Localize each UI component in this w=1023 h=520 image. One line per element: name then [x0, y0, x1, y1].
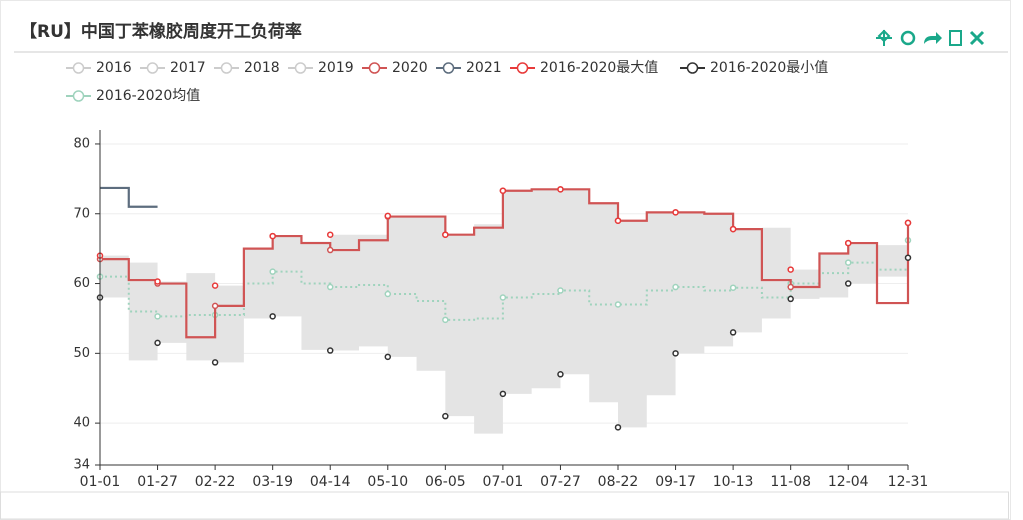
point-marker [557, 186, 564, 193]
x-tick-label: 07-01 [483, 474, 524, 490]
point-marker [384, 212, 392, 220]
chart-title: 【RU】中国丁苯橡胶周度开工负荷率 [20, 21, 302, 42]
legend-item[interactable]: 2020 [362, 60, 428, 76]
legend-item[interactable]: 2016-2020最大值 [510, 60, 658, 76]
point-marker [269, 232, 276, 240]
point-marker [614, 301, 622, 308]
legend-swatch-dot [442, 62, 455, 74]
legend-item[interactable]: 2016-2020最小值 [680, 60, 828, 76]
legend-item[interactable]: 2019 [288, 60, 354, 76]
point-marker [557, 287, 564, 294]
x-tick-label: 08-22 [598, 474, 639, 490]
x-tick-label: 09-17 [655, 474, 696, 490]
x-tick-label: 04-14 [310, 474, 351, 490]
point-marker [729, 284, 737, 291]
legend-swatch-dot [146, 62, 159, 74]
x-tick-label: 01-01 [80, 474, 121, 490]
point-marker [269, 268, 276, 275]
point-marker [326, 283, 334, 291]
point-marker [154, 278, 161, 285]
point-marker [442, 316, 449, 324]
point-marker [154, 339, 161, 347]
x-tick-label: 01-27 [137, 474, 178, 490]
x-tick-label: 06-05 [425, 474, 466, 490]
legend-swatch-dot [220, 62, 233, 74]
x-tick-label: 10-13 [713, 474, 754, 490]
y-tick-label: 40 [73, 416, 90, 431]
point-marker [904, 254, 912, 261]
legend-swatch-dot [72, 62, 85, 74]
point-marker [904, 219, 912, 227]
point-marker [211, 302, 219, 310]
legend-label: 2016 [96, 60, 132, 76]
point-marker [211, 359, 219, 366]
legend-label: 2016-2020最小值 [710, 60, 828, 76]
legend-item[interactable]: 2018 [214, 60, 280, 76]
point-marker [729, 225, 737, 233]
x-tick-label: 12-04 [828, 474, 869, 490]
y-tick-label: 70 [73, 206, 90, 221]
legend-label: 2018 [244, 60, 280, 76]
point-marker [557, 371, 564, 378]
point-marker [499, 187, 507, 194]
legend-label: 2017 [170, 60, 206, 76]
point-marker [614, 217, 622, 224]
toolbox[interactable] [876, 29, 985, 46]
series-line [100, 186, 158, 208]
legend-swatch-dot [72, 90, 85, 102]
point-marker [787, 295, 794, 303]
point-marker [499, 390, 507, 398]
plot [96, 143, 912, 466]
x-tick-label: 07-27 [540, 474, 581, 490]
y-tick-label: 50 [73, 346, 90, 361]
legend-item[interactable]: 2016-2020均值 [66, 88, 200, 104]
point-marker [672, 350, 679, 357]
point-marker [269, 313, 276, 320]
point-marker [442, 412, 449, 420]
point-marker [326, 347, 334, 354]
point-marker [787, 283, 794, 291]
range-band [100, 189, 908, 434]
legend-swatch-dot [686, 62, 699, 74]
point-marker [211, 282, 219, 289]
legend-label: 2019 [318, 60, 354, 76]
x-tick-label: 03-19 [252, 474, 293, 490]
legend-item[interactable]: 2021 [436, 60, 502, 76]
legend-item[interactable]: 2017 [140, 60, 206, 76]
point-marker [154, 313, 161, 320]
point-marker [614, 424, 622, 431]
point-marker [326, 246, 334, 254]
legend-swatch-dot [368, 62, 381, 74]
point-marker [844, 239, 852, 247]
x-tick-label: 02-22 [195, 474, 236, 490]
legend-swatch-dot [294, 62, 307, 74]
point-marker [326, 231, 334, 238]
point-marker [384, 290, 392, 298]
point-marker [844, 280, 852, 287]
legend-item[interactable]: 2016 [66, 60, 132, 76]
series-line [100, 188, 910, 339]
x-tick-label: 12-31 [888, 474, 929, 490]
legend-label: 2016-2020最大值 [540, 60, 658, 76]
footer-box [0, 491, 1009, 520]
x-tick-label: 11-08 [770, 474, 811, 490]
point-marker [384, 353, 392, 361]
y-tick-label: 80 [73, 136, 90, 151]
legend-label: 2021 [466, 60, 502, 76]
point-marker [729, 329, 737, 336]
legend-label: 2020 [392, 60, 428, 76]
point-marker [672, 209, 679, 216]
legend-label: 2016-2020均值 [96, 88, 200, 104]
y-tick-label: 34 [73, 458, 90, 473]
legend-swatch-dot [516, 62, 529, 74]
point-marker [499, 294, 507, 301]
y-tick-label: 60 [73, 276, 90, 291]
point-marker [442, 231, 449, 238]
point-marker [672, 283, 679, 291]
point-marker [844, 259, 852, 266]
x-tick-label: 05-10 [367, 474, 408, 490]
point-marker [787, 266, 794, 273]
